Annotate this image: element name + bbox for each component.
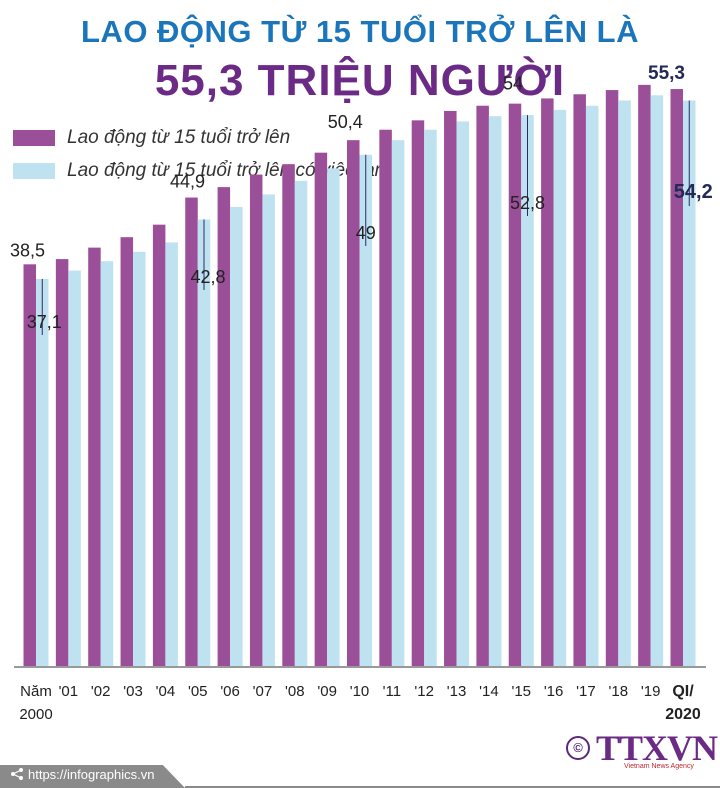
x-tick-label-4: '04 bbox=[156, 683, 176, 700]
bar-s1-14 bbox=[476, 105, 489, 667]
x-tick-label-7: '07 bbox=[253, 683, 273, 700]
x-tick-label-14: '14 bbox=[479, 683, 499, 700]
x-tick-label-20-0: QI/ bbox=[672, 683, 694, 700]
x-tick-label-0-1: 2000 bbox=[19, 706, 52, 723]
x-tick-label-3: '03 bbox=[123, 683, 143, 700]
data-label-9: 54,2 bbox=[674, 181, 713, 203]
bar-s1-6 bbox=[217, 187, 231, 667]
bar-s1-20 bbox=[670, 89, 683, 666]
x-tick-label-0-0: Năm bbox=[20, 683, 52, 700]
x-tick-label-12: '12 bbox=[414, 683, 434, 700]
bar-s2-4 bbox=[165, 242, 178, 666]
bar-s1-1 bbox=[55, 259, 69, 666]
legend-label-employed: Lao động từ 15 tuổi trở lên có việc làm bbox=[67, 160, 391, 181]
x-tick-label-6: '06 bbox=[220, 683, 240, 700]
x-tick-label-18: '18 bbox=[609, 683, 629, 700]
x-tick-label-9: '09 bbox=[317, 683, 337, 700]
copyright-icon: © bbox=[566, 736, 590, 760]
footer-source[interactable]: https://infographics.vn bbox=[10, 767, 154, 782]
x-tick-label-1: '01 bbox=[59, 683, 79, 700]
bar-s1-18 bbox=[605, 90, 619, 666]
data-label-7: 52,8 bbox=[510, 193, 545, 213]
logo-subtitle: Vietnam News Agency bbox=[624, 763, 694, 770]
data-label-3: 42,8 bbox=[190, 267, 225, 287]
footer-band bbox=[0, 765, 185, 788]
bar-s1-16 bbox=[541, 98, 554, 667]
x-tick-label-5: '05 bbox=[188, 683, 208, 700]
legend-swatch-employed bbox=[13, 163, 55, 179]
bar-s1-4 bbox=[152, 224, 166, 667]
bar-s1-17 bbox=[573, 94, 586, 666]
bar-s1-13 bbox=[444, 110, 457, 667]
bar-s2-11 bbox=[391, 140, 405, 666]
x-tick-label-2: '02 bbox=[91, 683, 111, 700]
bar-s1-5 bbox=[185, 197, 198, 666]
bar-s1-8 bbox=[282, 164, 295, 666]
logo-text: TTXVN bbox=[596, 728, 718, 768]
x-tick-label-10: '10 bbox=[350, 683, 370, 700]
bar-s2-7 bbox=[262, 194, 275, 666]
bar-s2-12 bbox=[424, 129, 437, 666]
bar-s1-7 bbox=[249, 174, 263, 666]
bar-s2-2 bbox=[100, 261, 114, 666]
bar-s2-8 bbox=[294, 180, 308, 666]
x-tick-label-20-1: 2020 bbox=[665, 706, 701, 723]
bar-s2-3 bbox=[133, 251, 146, 666]
bar-s2-17 bbox=[585, 105, 599, 667]
data-label-4: 50,4 bbox=[328, 112, 363, 132]
bar-s1-19 bbox=[638, 84, 651, 666]
legend-label-labor: Lao động từ 15 tuổi trở lên bbox=[67, 127, 291, 148]
data-label-2: 44,9 bbox=[170, 172, 205, 192]
data-label-0: 38,5 bbox=[10, 240, 45, 260]
bar-s2-20 bbox=[683, 100, 696, 667]
x-tick-label-19: '19 bbox=[641, 683, 661, 700]
bar-s1-2 bbox=[88, 247, 101, 666]
x-tick-label-15: '15 bbox=[511, 683, 531, 700]
bar-s1-3 bbox=[120, 237, 134, 666]
bar-s2-14 bbox=[488, 116, 502, 666]
legend-swatch-labor bbox=[13, 130, 55, 146]
bar-s1-12 bbox=[411, 120, 425, 666]
bar-s2-18 bbox=[618, 100, 631, 667]
bar-chart: Năm 2000 '01 '02 '03 '04 '05 '06 '07 '08 '09 '10 '11… bbox=[10, 63, 713, 723]
bar-s2-19 bbox=[650, 95, 664, 666]
footer-rule bbox=[185, 786, 720, 788]
bar-s2-6 bbox=[230, 206, 243, 666]
bar-s1-0 bbox=[23, 264, 36, 666]
share-icon bbox=[11, 768, 23, 780]
bar-s2-1 bbox=[68, 270, 81, 666]
ttxvn-logo: © TTXVN Vietnam News Agency bbox=[566, 728, 718, 783]
bar-s2-16 bbox=[553, 109, 567, 667]
bar-s1-9 bbox=[314, 152, 328, 666]
bar-s2-9 bbox=[327, 168, 340, 666]
bar-s2-0 bbox=[36, 278, 49, 666]
bar-s2-5 bbox=[197, 219, 211, 666]
x-tick-label-16: '16 bbox=[544, 683, 564, 700]
bar-s1-15 bbox=[508, 103, 522, 667]
data-label-1: 37,1 bbox=[27, 312, 62, 332]
chart-title-line1: LAO ĐỘNG TỪ 15 TUỔI TRỞ LÊN LÀ bbox=[81, 14, 639, 49]
bar-s2-15 bbox=[521, 115, 534, 667]
data-label-6: 54 bbox=[503, 74, 523, 94]
footer-source-text: https://infographics.vn bbox=[28, 767, 155, 782]
bar-s2-13 bbox=[456, 121, 470, 666]
bar-s2-10 bbox=[359, 154, 372, 666]
x-tick-label-13: '13 bbox=[447, 683, 467, 700]
bar-s1-10 bbox=[347, 140, 360, 666]
x-tick-label-8: '08 bbox=[285, 683, 305, 700]
bar-s1-11 bbox=[379, 129, 392, 666]
x-tick-label-17: '17 bbox=[576, 683, 596, 700]
data-label-5: 49 bbox=[356, 223, 376, 243]
chart-title-line2: 55,3 TRIỆU NGƯỜI bbox=[154, 56, 566, 105]
x-tick-label-11: '11 bbox=[383, 683, 401, 700]
data-label-8: 55,3 bbox=[648, 63, 685, 84]
